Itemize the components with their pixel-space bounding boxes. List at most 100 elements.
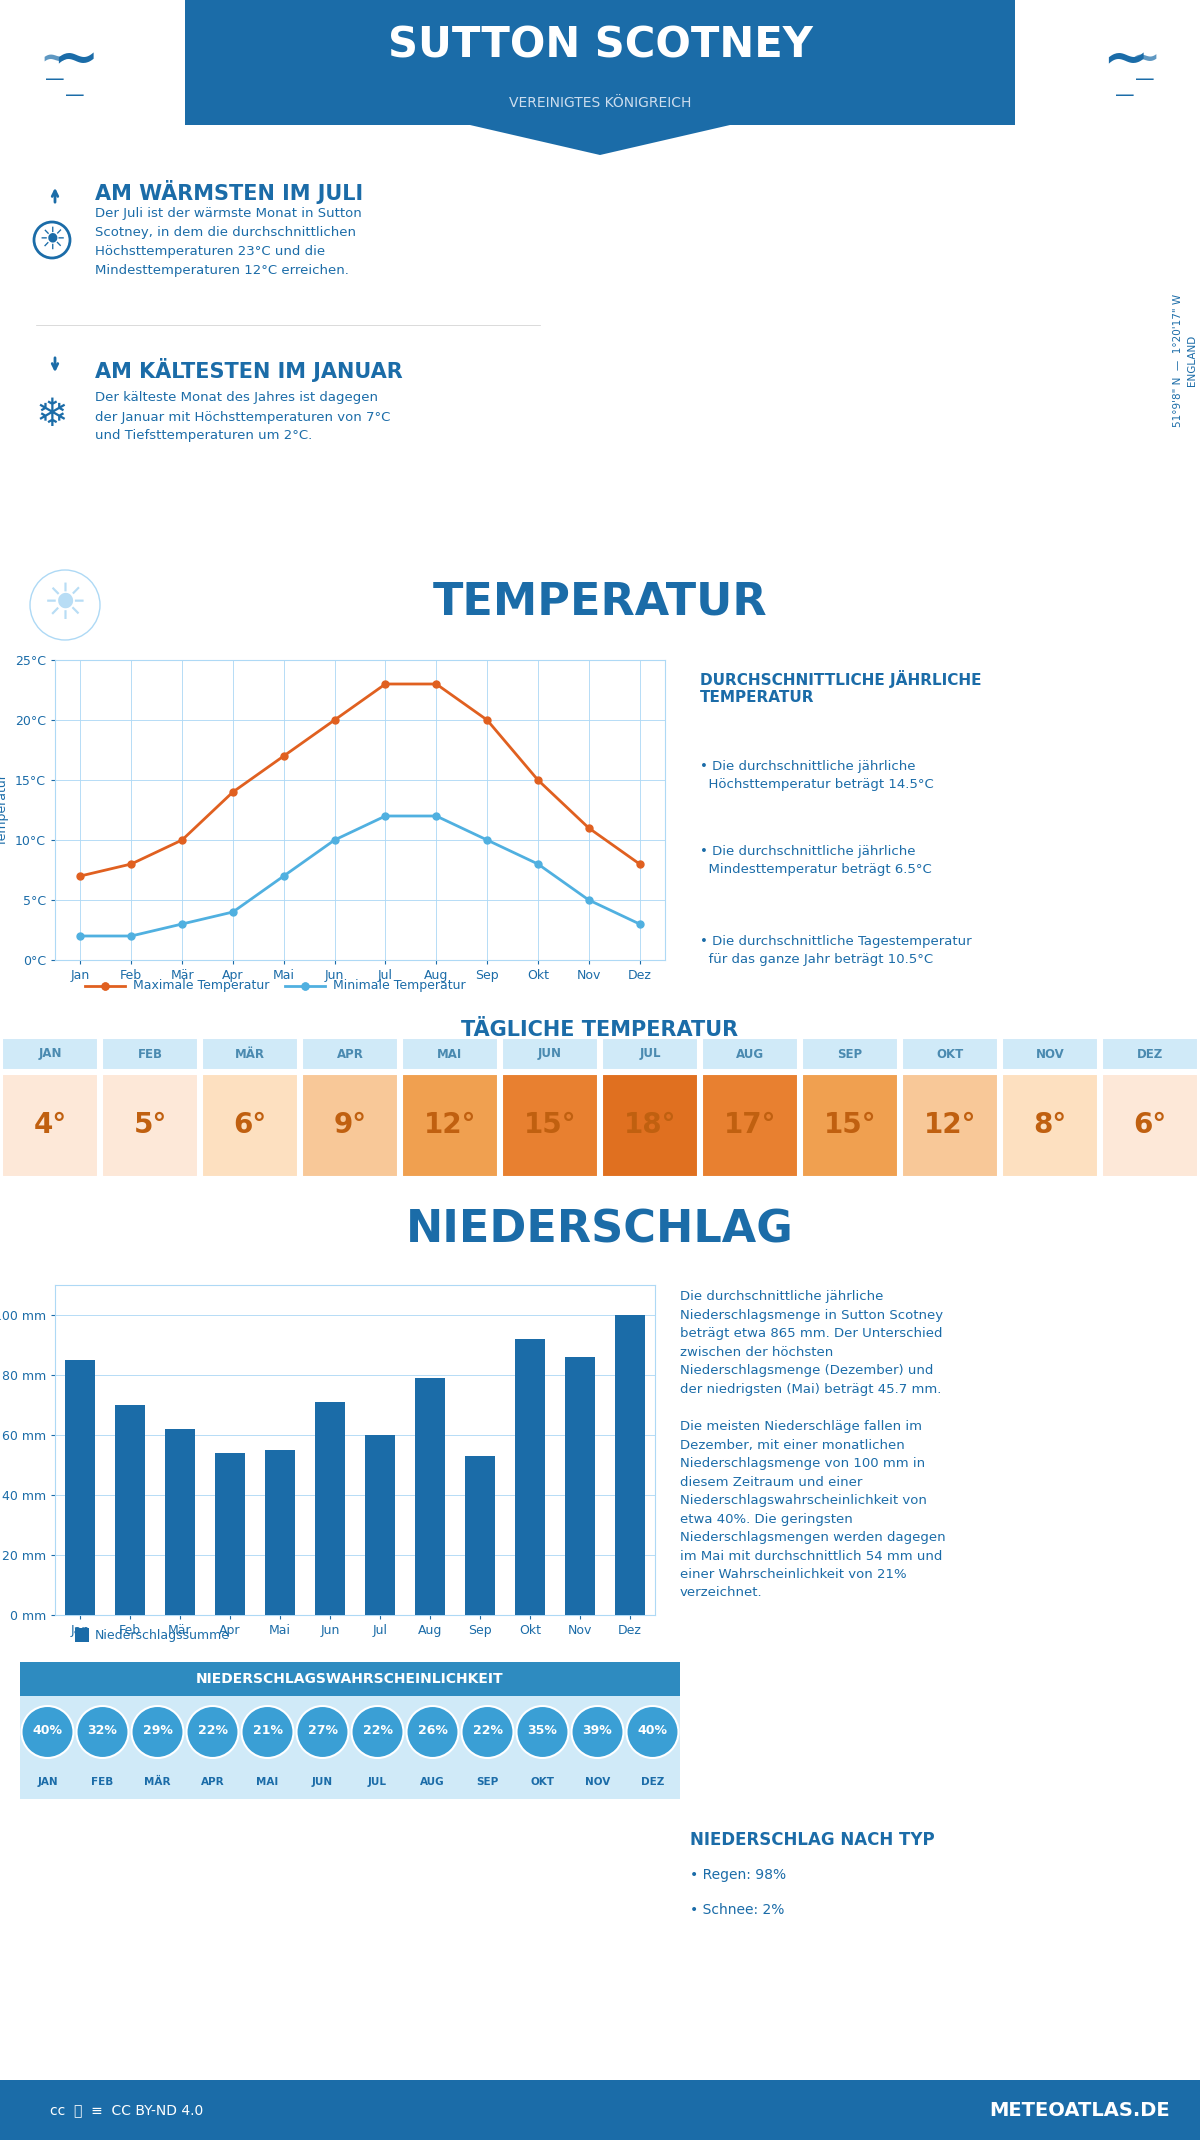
Bar [565,1357,595,1616]
Text: OKT: OKT [530,1776,554,1787]
FancyBboxPatch shape [602,1074,698,1177]
Text: • Die durchschnittliche jährliche
  Höchsttemperatur beträgt 14.5°C: • Die durchschnittliche jährliche Höchst… [700,760,934,792]
Text: 5°: 5° [133,1111,167,1138]
Circle shape [132,1706,184,1757]
Text: ❄: ❄ [36,396,68,434]
Text: 32%: 32% [88,1723,118,1736]
Circle shape [626,1706,678,1757]
Text: OKT: OKT [936,1046,964,1061]
Text: • Die durchschnittliche jährliche
  Mindesttemperatur beträgt 6.5°C: • Die durchschnittliche jährliche Mindes… [700,845,931,875]
Text: 9°: 9° [334,1111,366,1138]
Text: 29%: 29% [143,1723,173,1736]
Bar [65,1361,95,1616]
Text: ☀: ☀ [42,580,88,629]
FancyBboxPatch shape [302,1074,398,1177]
Bar [215,1453,245,1616]
FancyBboxPatch shape [202,1074,298,1177]
Bar [265,1451,295,1616]
Bar [314,1402,346,1616]
FancyBboxPatch shape [74,1629,89,1641]
Circle shape [34,223,70,259]
Text: 35%: 35% [528,1723,558,1736]
FancyBboxPatch shape [902,1074,998,1177]
FancyBboxPatch shape [2,1074,98,1177]
Text: TEMPERATUR: TEMPERATUR [700,689,815,704]
Text: Die durchschnittliche jährliche
Niederschlagsmenge in Sutton Scotney
beträgt etw: Die durchschnittliche jährliche Niedersc… [680,1290,943,1395]
Text: 21%: 21% [252,1723,282,1736]
Text: Niederschlagssumme: Niederschlagssumme [95,1629,230,1641]
Circle shape [462,1706,514,1757]
Polygon shape [185,0,1015,154]
FancyBboxPatch shape [2,1038,98,1070]
FancyBboxPatch shape [902,1038,998,1070]
FancyBboxPatch shape [502,1074,598,1177]
Bar [365,1436,395,1616]
FancyBboxPatch shape [0,2080,1200,2140]
Text: ☂: ☂ [46,1192,104,1258]
Text: 40%: 40% [637,1723,667,1736]
Text: FEB: FEB [91,1776,114,1787]
Text: Der Juli ist der wärmste Monat in Sutton
Scotney, in dem die durchschnittlichen
: Der Juli ist der wärmste Monat in Sutton… [95,208,361,276]
FancyBboxPatch shape [19,1663,682,1697]
Text: 22%: 22% [198,1723,228,1736]
Text: Der kälteste Monat des Jahres ist dagegen
der Januar mit Höchsttemperaturen von : Der kälteste Monat des Jahres ist dagege… [95,392,390,443]
Text: NOV: NOV [1036,1046,1064,1061]
Bar [464,1455,494,1616]
Text: • Schnee: 2%: • Schnee: 2% [690,1902,785,1917]
Text: —: — [65,86,85,105]
FancyBboxPatch shape [102,1074,198,1177]
Circle shape [571,1706,624,1757]
FancyBboxPatch shape [502,1038,598,1070]
Circle shape [407,1706,458,1757]
Text: TÄGLICHE TEMPERATUR: TÄGLICHE TEMPERATUR [462,1021,738,1040]
Text: 26%: 26% [418,1723,448,1736]
Text: 51°9'8" N  —  1°20'17" W
ENGLAND: 51°9'8" N — 1°20'17" W ENGLAND [1174,293,1198,426]
FancyBboxPatch shape [702,1038,798,1070]
Text: SUTTON SCOTNEY: SUTTON SCOTNEY [388,24,812,66]
FancyBboxPatch shape [1002,1074,1098,1177]
Text: ~: ~ [1130,43,1159,77]
Text: JUL: JUL [640,1046,661,1061]
Bar [515,1340,545,1616]
Text: 22%: 22% [362,1723,392,1736]
Text: SEP: SEP [838,1046,863,1061]
FancyBboxPatch shape [802,1074,898,1177]
Text: Minimale Temperatur: Minimale Temperatur [332,980,466,993]
Text: —: — [1115,86,1135,105]
Circle shape [77,1706,128,1757]
Text: JAN: JAN [38,1046,61,1061]
Circle shape [22,1706,73,1757]
Text: Die meisten Niederschläge fallen im
Dezember, mit einer monatlichen
Niederschlag: Die meisten Niederschläge fallen im Deze… [680,1421,946,1599]
Text: 15°: 15° [823,1111,876,1138]
Text: —: — [46,71,65,90]
Text: AUG: AUG [420,1776,445,1787]
Text: AM WÄRMSTEN IM JULI: AM WÄRMSTEN IM JULI [95,180,364,203]
Text: FEB: FEB [138,1046,162,1061]
Bar [164,1430,194,1616]
Text: JUN: JUN [538,1046,562,1061]
Bar [415,1378,445,1616]
Text: 22%: 22% [473,1723,503,1736]
Text: ~: ~ [52,32,98,88]
Text: JAN: JAN [37,1776,58,1787]
Text: • Regen: 98%: • Regen: 98% [690,1868,786,1881]
Text: 8°: 8° [1033,1111,1067,1138]
FancyBboxPatch shape [19,1697,682,1800]
Text: cc  ⓘ  ≡  CC BY-ND 4.0: cc ⓘ ≡ CC BY-ND 4.0 [50,2104,203,2116]
Text: VEREINIGTES KÖNIGREICH: VEREINIGTES KÖNIGREICH [509,96,691,109]
Y-axis label: Temperatur: Temperatur [0,775,10,845]
Text: METEOATLAS.DE: METEOATLAS.DE [989,2101,1170,2119]
Text: 39%: 39% [583,1723,612,1736]
Text: NOV: NOV [584,1776,610,1787]
Text: NIEDERSCHLAG NACH TYP: NIEDERSCHLAG NACH TYP [690,1832,935,1849]
Text: MAI: MAI [437,1046,463,1061]
Text: 4°: 4° [34,1111,67,1138]
Text: 17°: 17° [724,1111,776,1138]
Text: JUL: JUL [368,1776,388,1787]
Text: NIEDERSCHLAGSWAHRSCHEINLICHKEIT: NIEDERSCHLAGSWAHRSCHEINLICHKEIT [196,1671,504,1686]
Circle shape [516,1706,569,1757]
Text: SEP: SEP [476,1776,499,1787]
Text: MÄR: MÄR [235,1046,265,1061]
Text: 15°: 15° [523,1111,576,1138]
Text: AM KÄLTESTEN IM JANUAR: AM KÄLTESTEN IM JANUAR [95,357,403,383]
